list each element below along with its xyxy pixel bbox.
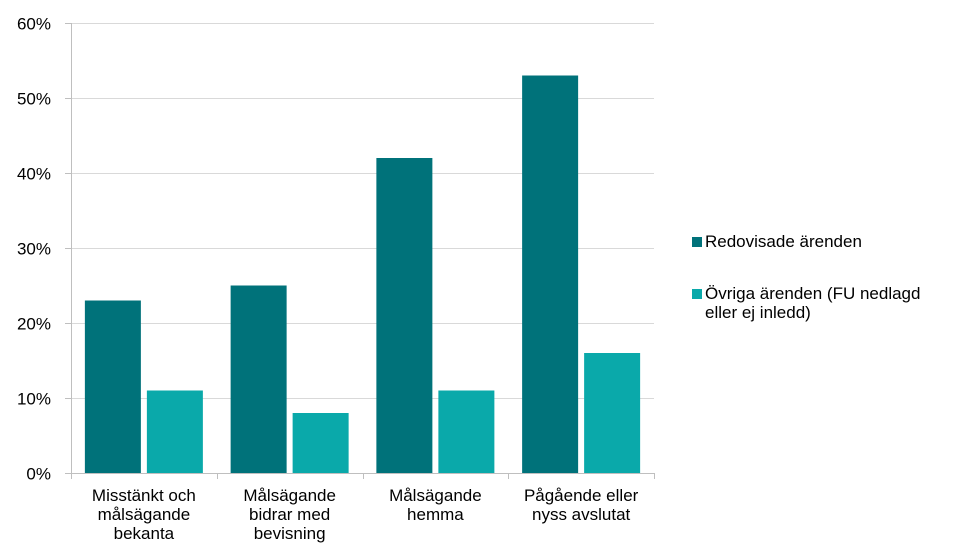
x-tick-label: Pågående eller nyss avslutat — [524, 486, 639, 524]
legend-label: Redovisade ärenden — [705, 232, 862, 251]
x-axis — [71, 473, 655, 479]
bar-series-0 — [376, 158, 433, 473]
y-tick-label: 10% — [17, 390, 51, 409]
legend-item-series-1: Övriga ärenden (FU nedlagd eller ej inle… — [692, 284, 976, 322]
y-tick-label: 40% — [17, 165, 51, 184]
bar-series-0 — [522, 75, 579, 473]
bar-series-0 — [84, 300, 141, 473]
bar-series-1 — [146, 390, 203, 473]
bar-series-1 — [584, 353, 641, 473]
y-tick-label: 0% — [26, 465, 51, 484]
bar-series-0 — [230, 285, 287, 473]
legend-label: Övriga ärenden (FU nedlagd eller ej inle… — [705, 284, 921, 322]
y-tick-label: 20% — [17, 315, 51, 334]
bars — [84, 75, 641, 473]
legend-swatch — [692, 289, 702, 299]
y-tick-label: 30% — [17, 240, 51, 259]
legend-swatch — [692, 237, 702, 247]
legend: Redovisade ärenden Övriga ärenden (FU ne… — [692, 232, 976, 355]
y-tick-label: 50% — [17, 90, 51, 109]
x-axis-labels: Misstänkt och målsägande bekanta Målsägande… — [92, 486, 639, 543]
legend-item-series-0: Redovisade ärenden — [692, 232, 976, 251]
y-tick-label: 60% — [17, 15, 51, 34]
x-tick-label: Misstänkt och målsägande bekanta — [92, 486, 196, 543]
x-tick-label: Målsägande hemma — [389, 486, 482, 524]
x-tick-label: Målsägande bidrar med bevisning — [243, 486, 336, 543]
bar-series-1 — [292, 413, 349, 473]
y-axis-ticks: 0% 10% 20% 30% 40% 50% 60% — [17, 15, 72, 484]
bar-series-1 — [438, 390, 495, 473]
